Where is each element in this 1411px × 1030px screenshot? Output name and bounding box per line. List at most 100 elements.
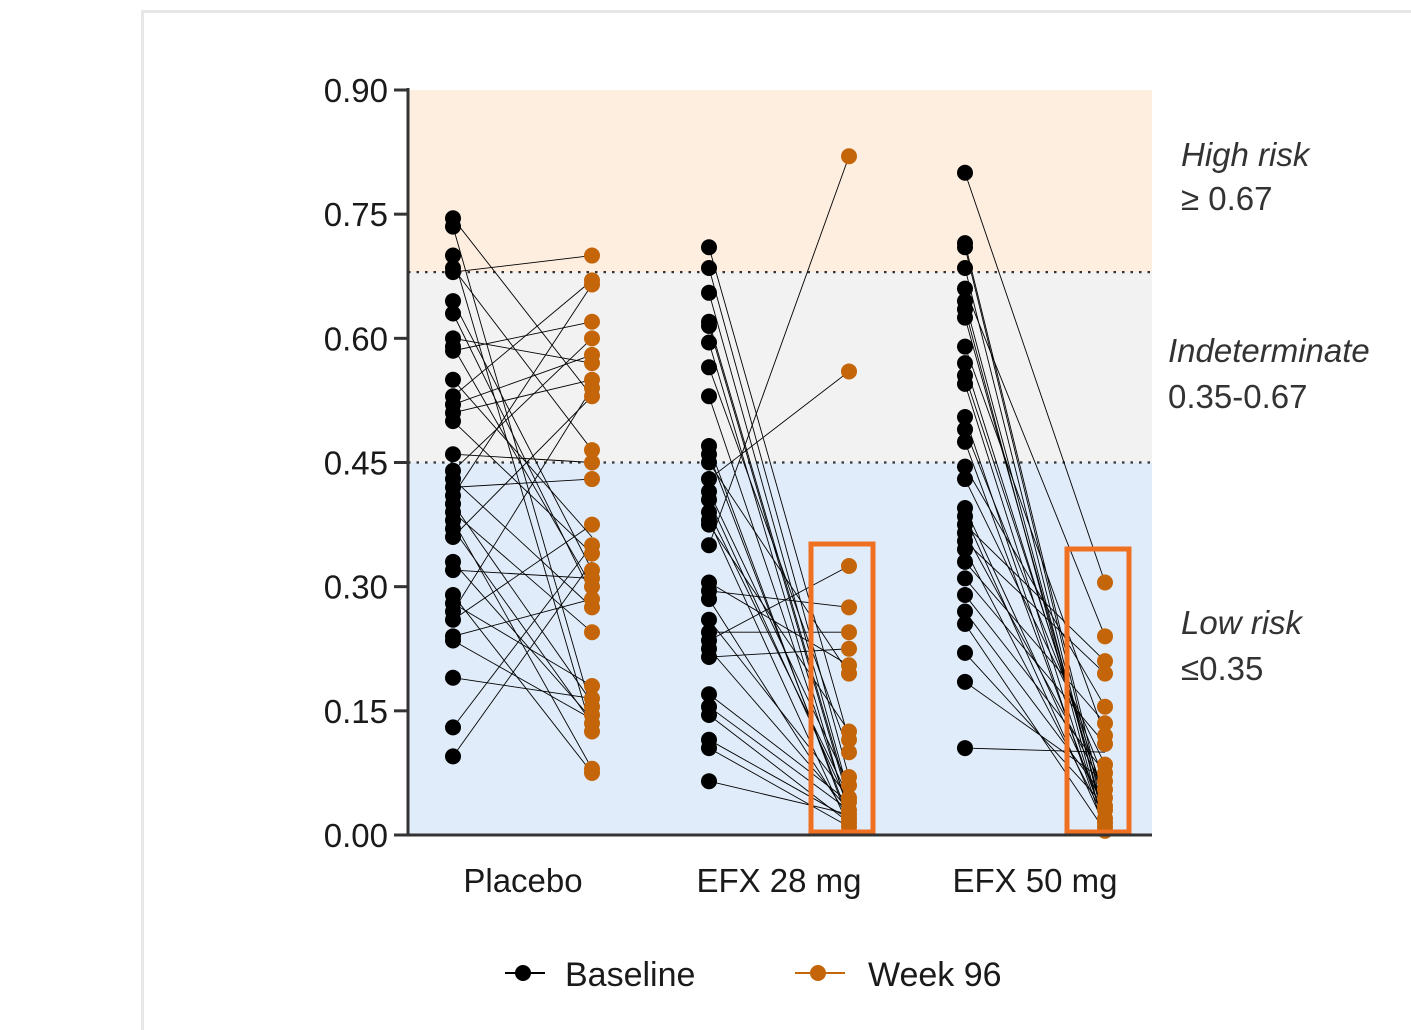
week96-point [584,578,600,595]
pair-line-1-30 [708,747,850,828]
pair-line-2-4 [964,288,1106,637]
pair-line-0-31 [452,598,593,637]
week96-point [1097,574,1113,591]
highlight-boxes [808,541,1132,835]
y-tick-label: 0.00 [324,817,388,854]
pair-line-1-1 [708,267,850,778]
zone-range-indeterminate: 0.35-0.67 [1168,378,1307,415]
baseline-point [957,355,973,372]
baseline-point [957,644,973,661]
baseline-point [701,454,717,471]
zone-label-high-risk: High risk [1181,136,1311,173]
baseline-point [445,611,461,628]
baseline-point [445,632,461,649]
week96-point [841,148,857,165]
baseline-point [957,603,973,620]
pair-line-1-0 [708,247,850,740]
y-tick-label: 0.30 [324,569,388,606]
pair-line-0-9 [452,321,593,352]
pair-line-2-13 [964,429,1106,782]
baseline-point [957,471,973,488]
pair-line-0-24 [452,395,593,538]
baseline-point [701,516,717,533]
pair-line-1-16 [708,524,850,732]
pair-line-1-15 [708,520,850,827]
baseline-point [445,719,461,736]
baseline-point [701,611,717,628]
pair-line-1-6 [708,367,850,753]
pair-line-0-28 [452,602,593,687]
zone-high-risk [408,90,1152,273]
pair-line-2-21 [964,540,1106,674]
baseline-point [445,342,461,359]
pair-line-1-2 [708,292,850,794]
pair-line-0-7 [452,337,593,364]
paired-lines [452,156,1106,832]
baseline-point [957,740,973,757]
baseline-point [445,305,461,322]
baseline-point [445,218,461,235]
x-category-label: EFX 50 mg [952,862,1117,899]
baseline-point [445,562,461,579]
legend-week96-marker [810,965,826,981]
week96-point [584,545,600,562]
week96-point [841,599,857,616]
week96-point [841,665,857,682]
pair-line-1-17 [708,156,850,546]
pair-line-0-3 [452,255,593,732]
week96-point [584,330,600,347]
week96-point [584,355,600,372]
pair-line-1-9 [708,454,850,819]
baseline-point [445,748,461,765]
pair-line-2-29 [964,681,1106,782]
baseline-point [957,375,973,392]
baseline-point [957,421,973,438]
baseline-point [445,669,461,686]
pair-line-0-11 [452,280,593,397]
pair-line-2-25 [964,594,1106,774]
week96-point [1097,698,1113,715]
baseline-point [445,264,461,281]
week96-point [841,557,857,574]
legend-week96-label: Week 96 [868,956,1002,994]
baseline-point [957,164,973,181]
week96-point [584,723,600,740]
baseline-point [445,446,461,463]
baseline-point [957,615,973,632]
pair-line-1-25 [708,648,850,658]
baseline-point [701,284,717,301]
pair-line-0-26 [452,569,593,579]
week96-point [841,363,857,380]
week96-point [584,247,600,264]
pair-line-1-4 [708,325,850,803]
pair-line-0-18 [452,478,593,488]
baseline-point [957,280,973,297]
week96-point [841,640,857,657]
baseline-point [701,388,717,405]
pair-line-2-24 [964,578,1106,745]
pair-line-0-27 [452,594,593,774]
baseline-point [701,537,717,554]
baseline-point [701,471,717,488]
baseline-point [957,239,973,256]
week96-point [841,624,857,641]
pair-line-2-9 [964,363,1106,807]
pair-line-1-26 [708,693,850,803]
pair-line-0-19 [452,284,593,496]
pair-line-0-34 [452,545,593,728]
pair-line-2-28 [964,652,1106,807]
pair-line-0-23 [452,528,593,724]
week96-point [841,777,857,794]
y-tick-label: 0.15 [324,693,388,730]
pair-line-1-29 [708,739,850,819]
pair-line-1-8 [708,445,850,823]
pair-line-2-19 [964,524,1106,662]
pair-line-2-8 [964,346,1106,736]
baseline-point [701,773,717,790]
chart-panel-frame [141,10,1411,1030]
baseline-point [701,591,717,608]
pair-line-2-26 [964,611,1106,799]
pair-line-0-13 [452,379,593,414]
pair-line-0-1 [452,218,593,397]
pair-line-2-12 [964,416,1106,832]
